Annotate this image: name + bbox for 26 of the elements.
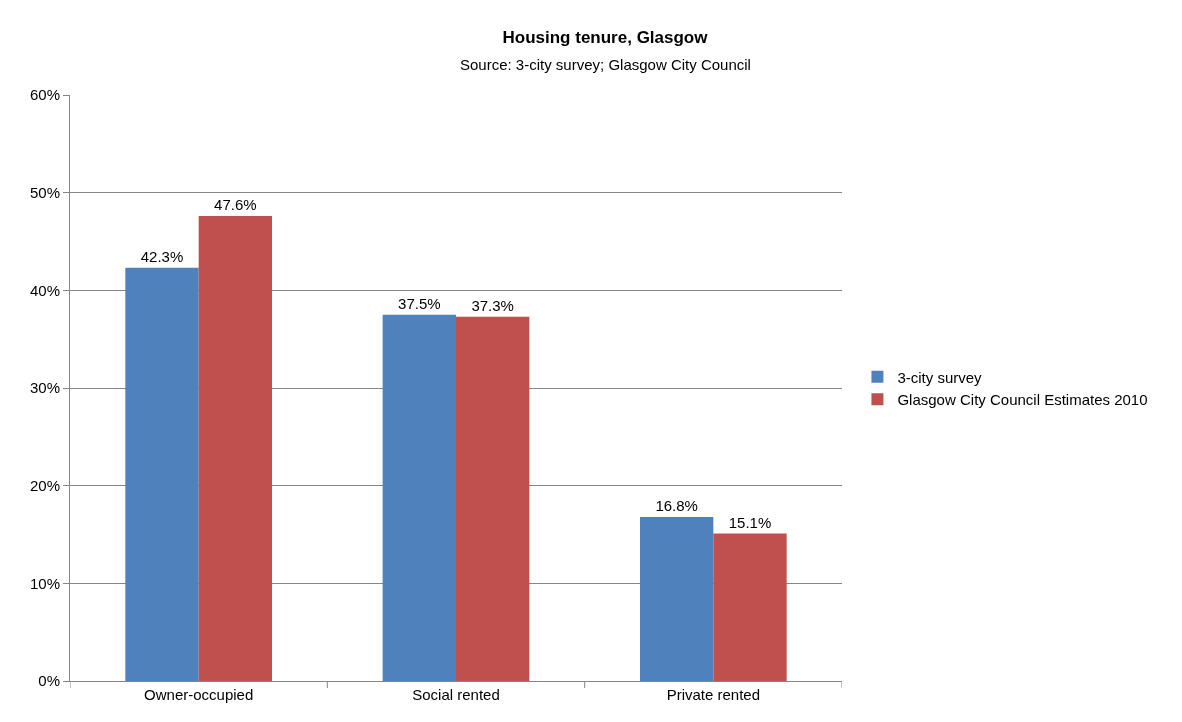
y-tick-label: 40% [29, 281, 60, 299]
bar [456, 316, 530, 681]
bar [713, 533, 787, 681]
y-tick-label: 60% [29, 86, 60, 104]
legend-label: Glasgow City Council Estimates 2010 [897, 391, 1148, 409]
data-label: 16.8% [655, 496, 698, 514]
x-tick-label: Private rented [666, 686, 761, 703]
bar [639, 516, 714, 681]
data-label: 15.1% [728, 513, 772, 531]
y-tick-label: 20% [29, 476, 60, 494]
bar [198, 216, 273, 681]
legend-label: 3-city survey [897, 368, 983, 386]
x-tick-label: Social rented [412, 686, 500, 703]
y-tick-label: 0% [38, 672, 60, 690]
bar [382, 314, 456, 681]
data-label: 37.3% [471, 296, 514, 314]
chart-title: Housing tenure, Glasgow [502, 27, 709, 47]
y-tick-label: 50% [29, 183, 60, 201]
x-tick-label: Owner-occupied [144, 686, 254, 703]
data-label: 37.5% [398, 294, 441, 312]
data-label: 47.6% [214, 196, 257, 214]
y-tick-label: 10% [29, 574, 60, 592]
bar [125, 267, 199, 681]
y-tick-label: 30% [29, 379, 60, 397]
data-label: 42.3% [140, 247, 184, 265]
chart-subtitle: Source: 3-city survey; Glasgow City Council [460, 56, 751, 73]
